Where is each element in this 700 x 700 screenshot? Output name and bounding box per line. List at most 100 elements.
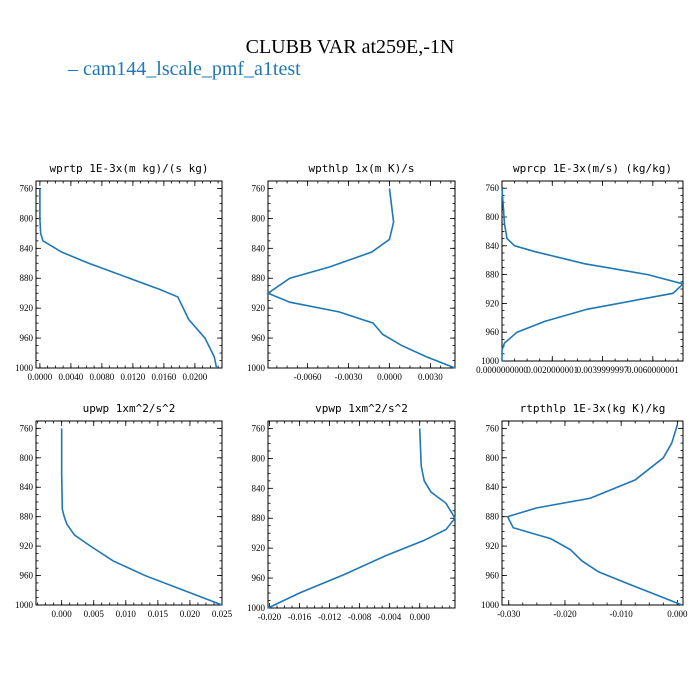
- panel-title: wprcp 1E-3x(m/s) (kg/kg): [513, 162, 672, 175]
- series-line: [60, 428, 223, 606]
- plot-frame: [267, 180, 456, 369]
- y-tick-label: 960: [20, 571, 34, 581]
- series-line: [267, 428, 456, 609]
- x-tick-label: -0.030: [497, 609, 521, 619]
- x-tick-label: 0.0020000001: [526, 365, 578, 375]
- plot-frame: [501, 420, 684, 606]
- panel-title: upwp 1xm^2/s^2: [83, 402, 176, 415]
- x-tick-label: 0.0040: [59, 372, 84, 382]
- y-tick-label: 800: [252, 213, 266, 223]
- plot-frame: [35, 180, 223, 369]
- y-tick-label: 840: [486, 482, 500, 492]
- plot-panel-5: vpwp 1xm^2/s^27608008408809209601000-0.0…: [247, 402, 456, 622]
- y-tick-label: 800: [486, 453, 500, 463]
- panel-title: wpthlp 1x(m K)/s: [309, 162, 415, 175]
- y-tick-label: 920: [20, 541, 34, 551]
- x-tick-label: 0.005: [84, 609, 105, 619]
- panel-title: vpwp 1xm^2/s^2: [315, 402, 408, 415]
- y-tick-label: 760: [486, 183, 500, 193]
- panel-title: rtpthlp 1E-3x(kg K)/kg: [520, 402, 666, 415]
- x-tick-label: -0.020: [258, 612, 282, 622]
- y-tick-label: 1000: [247, 603, 266, 613]
- y-tick-label: 880: [486, 512, 500, 522]
- y-tick-label: 960: [252, 573, 266, 583]
- x-tick-label: 0.0200: [183, 372, 208, 382]
- x-tick-label: 0.000: [667, 609, 688, 619]
- legend-dash: –: [68, 58, 83, 80]
- y-tick-label: 920: [486, 298, 500, 308]
- x-tick-label: 0.020: [180, 609, 201, 619]
- y-tick-label: 880: [252, 513, 266, 523]
- series-line: [39, 188, 218, 369]
- plot-frame: [501, 180, 684, 362]
- legend-label: cam144_lscale_pmf_a1test: [83, 58, 301, 80]
- x-tick-label: 0.0160: [152, 372, 177, 382]
- main-title: CLUBB VAR at259E,-1N: [245, 36, 455, 58]
- legend-entry: – cam144_lscale_pmf_a1test: [68, 58, 301, 81]
- y-tick-label: 960: [20, 333, 34, 343]
- y-tick-label: 1000: [481, 600, 500, 610]
- x-tick-label: 0.000: [410, 612, 431, 622]
- x-tick-label: 0.0030: [418, 372, 443, 382]
- y-tick-label: 880: [20, 273, 34, 283]
- y-tick-label: 840: [20, 482, 34, 492]
- panel-title: wprtp 1E-3x(m kg)/(s kg): [50, 162, 209, 175]
- y-tick-label: 920: [486, 541, 500, 551]
- x-tick-label: 0.015: [148, 609, 169, 619]
- y-tick-label: 1000: [481, 356, 500, 366]
- x-tick-label: 0.0000000000: [476, 365, 528, 375]
- plot-frame: [35, 420, 223, 606]
- y-tick-label: 840: [20, 243, 34, 253]
- y-tick-label: 880: [20, 512, 34, 522]
- y-tick-label: 920: [20, 303, 34, 313]
- y-tick-label: 880: [252, 273, 266, 283]
- x-tick-label: 0.000: [52, 609, 73, 619]
- y-tick-label: 800: [20, 453, 34, 463]
- y-tick-label: 760: [252, 183, 266, 193]
- y-tick-label: 800: [20, 213, 34, 223]
- y-tick-label: 840: [486, 241, 500, 251]
- y-tick-label: 920: [252, 303, 266, 313]
- x-tick-label: 0.010: [116, 609, 137, 619]
- y-tick-label: 1000: [247, 363, 266, 373]
- y-tick-label: 960: [486, 571, 500, 581]
- x-tick-label: -0.016: [288, 612, 312, 622]
- plot-panel-6: rtpthlp 1E-3x(kg K)/kg 760 800 840 880 920 960…: [481, 402, 688, 619]
- y-tick-label: 1000: [15, 363, 34, 373]
- y-tick-label: 760: [20, 423, 34, 433]
- series-line: [506, 424, 683, 606]
- plot-panel-4: upwp 1xm^2/s^2 760 800 840 880 920 960 1000 0.00…: [15, 402, 233, 619]
- x-tick-label: 0.0039999997: [577, 365, 629, 375]
- y-tick-label: 880: [486, 270, 500, 280]
- x-tick-label: -0.0060: [294, 372, 322, 382]
- plot-panel-3: wprcp 1E-3x(m/s) (kg/kg) 760 800 840 880 920 9…: [476, 162, 685, 375]
- y-tick-label: 800: [486, 212, 500, 222]
- x-tick-label: -0.004: [378, 612, 402, 622]
- x-tick-label: 0.0000: [377, 372, 402, 382]
- plot-frame: [267, 420, 456, 609]
- y-tick-label: 800: [252, 453, 266, 463]
- y-tick-label: 960: [252, 333, 266, 343]
- x-tick-label: -0.010: [610, 609, 634, 619]
- series-line: [501, 188, 685, 361]
- y-tick-label: 960: [486, 327, 500, 337]
- x-tick-label: -0.020: [553, 609, 577, 619]
- plot-panel-1: wprtp 1E-3x(m kg)/(s kg) 760 800 840 880 920 9…: [15, 162, 223, 382]
- x-tick-label: -0.008: [348, 612, 372, 622]
- x-tick-label: 0.0080: [90, 372, 115, 382]
- plot-panel-2: wpthlp 1x(m K)/s 760 800 840 880 920 960 1000 -0…: [247, 162, 456, 382]
- y-tick-label: 760: [252, 423, 266, 433]
- y-tick-label: 920: [252, 543, 266, 553]
- series-line: [266, 188, 456, 369]
- y-tick-label: 760: [486, 423, 500, 433]
- y-tick-label: 760: [20, 183, 34, 193]
- y-tick-label: 1000: [15, 600, 34, 610]
- x-tick-label: -0.012: [318, 612, 341, 622]
- x-tick-label: -0.0030: [335, 372, 363, 382]
- y-tick-label: 840: [252, 483, 266, 493]
- x-tick-label: 0.0120: [121, 372, 146, 382]
- x-tick-label: 0.0000: [28, 372, 53, 382]
- x-tick-label: 0.0060000001: [627, 365, 679, 375]
- y-tick-label: 840: [252, 243, 266, 253]
- x-tick-label: 0.025: [212, 609, 233, 619]
